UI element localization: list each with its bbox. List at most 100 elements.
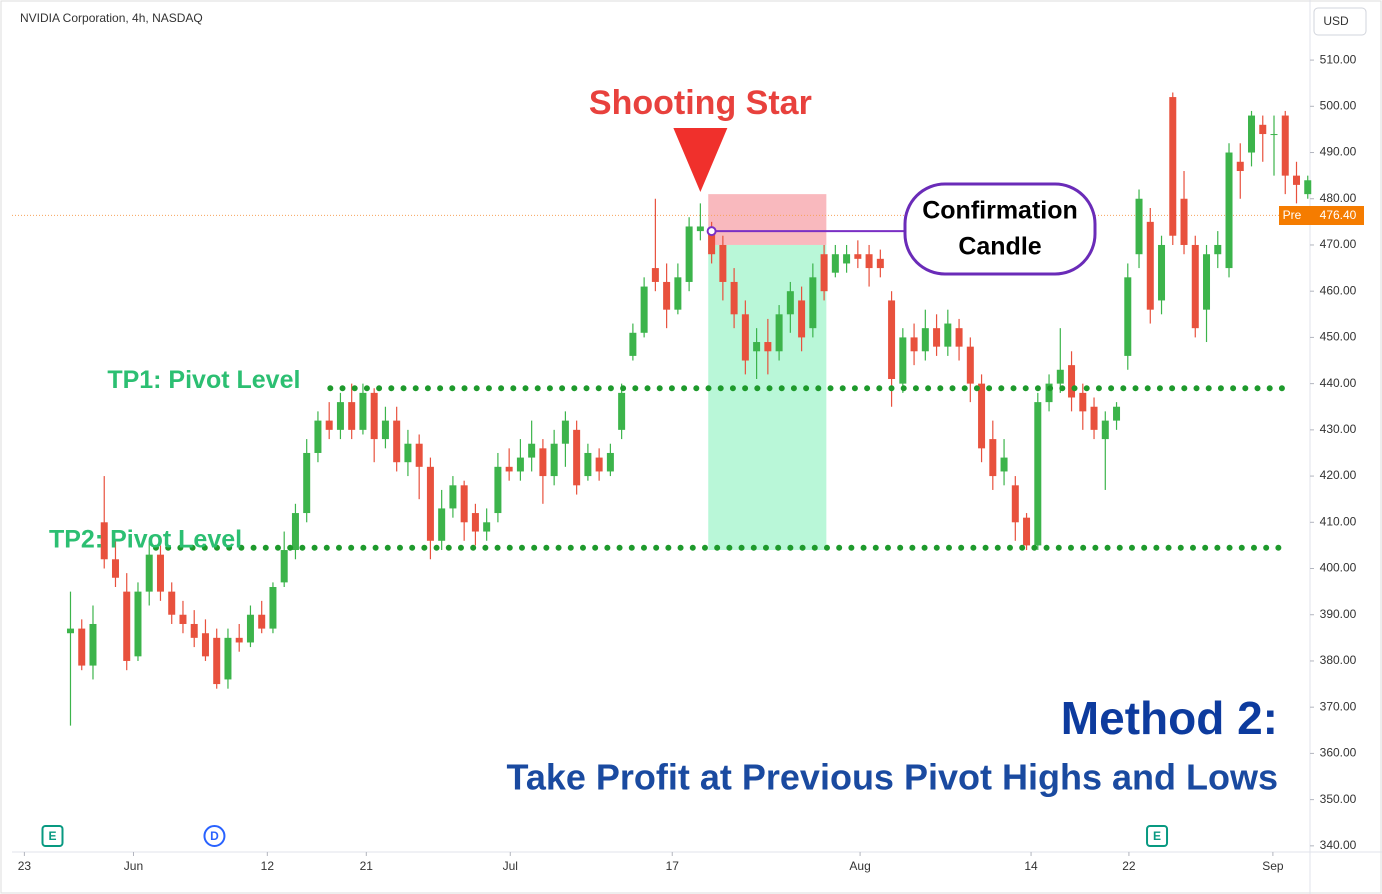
candle-body	[314, 420, 322, 453]
candle-body	[303, 452, 311, 514]
pivot-label: TP2: Pivot Level	[49, 525, 242, 553]
candle-body	[359, 392, 367, 430]
candle-body	[505, 466, 513, 472]
candle-body	[1259, 124, 1267, 135]
candle-body	[78, 628, 86, 666]
candle-body	[640, 286, 648, 333]
candle-body	[483, 522, 491, 532]
candle-body	[1124, 277, 1132, 356]
candle-body	[899, 337, 907, 384]
x-tick-label: 17	[666, 859, 680, 873]
candle-body	[1056, 369, 1064, 384]
target-zone	[708, 244, 827, 551]
event-label[interactable]: E	[48, 829, 56, 843]
stop-zone	[708, 194, 827, 245]
candle-body	[471, 513, 479, 532]
candle-body	[888, 300, 896, 380]
candle-body	[550, 443, 558, 477]
candle-body	[1236, 161, 1244, 172]
candle-body	[156, 554, 164, 592]
event-label[interactable]: D	[210, 829, 219, 843]
candle-body	[224, 637, 232, 680]
candle-body	[708, 231, 716, 255]
confirmation-marker	[706, 226, 717, 237]
candle-body	[1158, 244, 1166, 301]
x-tick-label: 14	[1024, 859, 1038, 873]
candle-body	[280, 550, 288, 583]
candle-body	[753, 342, 761, 352]
candle-body	[1034, 402, 1042, 546]
shooting-star-label: Shooting Star	[589, 84, 812, 122]
candle-body	[730, 281, 738, 315]
candle-body	[111, 559, 119, 578]
candle-body	[629, 332, 637, 356]
y-tick-label: 460.00	[1320, 283, 1357, 297]
x-tick-label: Jul	[503, 859, 518, 873]
y-tick-label: 340.00	[1320, 838, 1357, 852]
currency[interactable]: USD	[1323, 14, 1349, 28]
candle-body	[494, 466, 502, 514]
candle-body	[865, 254, 873, 269]
y-tick-label: 410.00	[1320, 514, 1357, 528]
candle-body	[798, 300, 806, 338]
candle-body	[336, 402, 344, 430]
x-tick-label: 22	[1122, 859, 1136, 873]
candle-body	[1146, 221, 1154, 310]
candle-body	[1090, 406, 1098, 430]
x-tick-label: Aug	[849, 859, 870, 873]
x-tick-label: 12	[261, 859, 275, 873]
candle-body	[1135, 198, 1143, 255]
candle-body	[381, 420, 389, 440]
candle-body	[1169, 97, 1177, 236]
candle-body	[1068, 365, 1076, 398]
candle-body	[1113, 406, 1121, 421]
y-tick-label: 430.00	[1320, 422, 1357, 436]
event-icon	[1146, 825, 1169, 847]
candle-body	[145, 554, 153, 592]
candle-body	[741, 314, 749, 361]
candle-body	[269, 587, 277, 629]
candle-body	[685, 226, 693, 282]
candle-body	[561, 420, 569, 444]
candle-body	[1101, 420, 1109, 440]
event-label[interactable]: E	[1153, 829, 1161, 843]
candle-body	[1045, 383, 1053, 403]
candle-body	[123, 591, 131, 661]
candle-body	[415, 443, 423, 467]
x-tick-label: Jun	[124, 859, 143, 873]
candle-body	[1079, 392, 1087, 412]
candle-body	[539, 448, 547, 477]
candle-body	[1281, 115, 1289, 176]
method-title: Method 2:	[1061, 692, 1278, 744]
currency-box[interactable]	[1313, 7, 1367, 36]
chart-title: NVIDIA Corporation, 4h, NASDAQ	[20, 11, 203, 25]
x-tick-label: 23	[18, 859, 32, 873]
candle-body	[1000, 457, 1008, 472]
candle-body	[618, 392, 626, 430]
y-tick-label: 440.00	[1320, 376, 1357, 390]
candle-body	[1293, 175, 1301, 185]
candle-body	[989, 439, 997, 477]
candle-body	[528, 443, 536, 458]
candle-body	[100, 522, 108, 560]
candle-body	[674, 277, 682, 310]
candle-body	[258, 614, 266, 629]
candle-body	[775, 314, 783, 352]
candle-body	[168, 591, 176, 615]
candle-body	[370, 392, 378, 440]
candle-body	[854, 254, 862, 259]
candle-body	[809, 277, 817, 329]
last-price-badge	[1279, 206, 1364, 225]
candle-body	[179, 614, 187, 624]
candle-body	[831, 254, 839, 273]
candle-body	[213, 637, 221, 685]
candle-body	[1248, 115, 1256, 153]
candle-body	[516, 457, 524, 472]
candle-body	[291, 513, 299, 551]
candle-body	[1203, 254, 1211, 310]
candle-body	[235, 637, 243, 643]
candle-body	[393, 420, 401, 463]
y-tick-label: 360.00	[1320, 746, 1357, 760]
candle-body	[944, 323, 952, 347]
method-subtitle: Take Profit at Previous Pivot Highs and …	[507, 757, 1279, 798]
